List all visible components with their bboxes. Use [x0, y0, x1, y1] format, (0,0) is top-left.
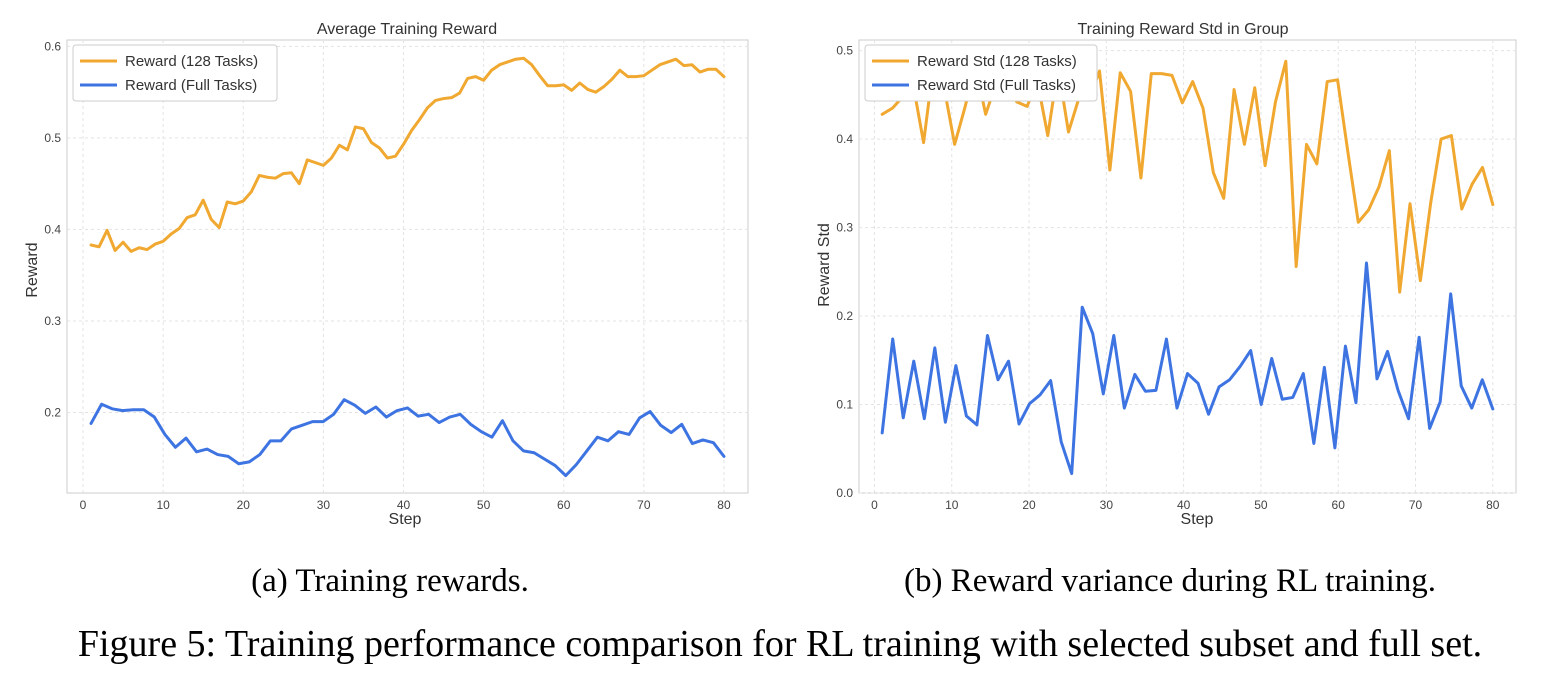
x-tick-label: 60 — [1332, 498, 1346, 512]
series-line-full-tasks — [880, 261, 1495, 476]
x-tick-label: 30 — [317, 498, 331, 512]
x-tick-label: 40 — [1177, 498, 1191, 512]
figure-caption: Figure 5: Training performance compariso… — [77, 623, 1483, 665]
y-axis-label: Reward Std — [816, 223, 833, 307]
chart-title: Training Reward Std in Group — [1077, 21, 1288, 38]
y-tick-label: 0.0 — [836, 486, 853, 500]
legend: Reward (128 Tasks) Reward (Full Tasks) — [72, 44, 278, 102]
x-tick-label: 70 — [637, 498, 651, 512]
y-tick-label: 0.1 — [836, 398, 853, 412]
x-axis-label: Step — [389, 511, 422, 528]
y-tick-label: 0.4 — [836, 132, 853, 146]
x-tick-label: 50 — [1254, 498, 1268, 512]
chart-title: Average Training Reward — [317, 21, 497, 38]
series-line-128-tasks — [89, 56, 726, 253]
legend-box — [72, 44, 278, 102]
legend-label: Reward (Full Tasks) — [125, 77, 257, 94]
plot-frame — [66, 39, 749, 494]
x-tick-label: 50 — [477, 498, 491, 512]
x-tick-label: 20 — [237, 498, 251, 512]
x-tick-label: 0 — [871, 498, 878, 512]
x-tick-label: 10 — [945, 498, 959, 512]
y-tick-label: 0.4 — [44, 222, 61, 236]
x-tick-label: 80 — [1486, 498, 1500, 512]
chart-panel-b: 0 10 20 30 40 50 60 70 80 0.0 0.1 0.2 0.3 0.4 0.5 Trai… — [816, 21, 1517, 528]
x-tick-label: 40 — [397, 498, 411, 512]
y-tick-label: 0.5 — [836, 44, 853, 58]
x-tick-label: 20 — [1022, 498, 1036, 512]
figure-svg: 0 10 20 30 40 50 60 70 80 0.2 0.3 0.4 0.5 0.6 Average… — [24, 21, 1517, 528]
x-tick-label: 10 — [156, 498, 170, 512]
subcaption-a: (a) Training rewards. — [251, 563, 529, 599]
series-line-full-tasks — [89, 398, 726, 478]
legend: Reward Std (128 Tasks) Reward Std (Full … — [864, 44, 1098, 102]
subcaption-b: (b) Reward variance during RL training. — [903, 563, 1437, 599]
y-tick-label: 0.6 — [44, 39, 61, 53]
x-tick-label: 60 — [557, 498, 571, 512]
y-tick-label: 0.5 — [44, 131, 61, 145]
legend-label: Reward Std (Full Tasks) — [917, 77, 1076, 94]
legend-box — [864, 44, 1098, 102]
y-tick-label: 0.3 — [44, 314, 61, 328]
y-tick-label: 0.2 — [44, 405, 61, 419]
series-line-128-tasks — [880, 59, 1495, 294]
series-lines — [880, 59, 1495, 476]
x-tick-label: 0 — [80, 498, 87, 512]
y-tick-label: 0.2 — [836, 309, 853, 323]
x-tick-label: 70 — [1409, 498, 1423, 512]
legend-label: Reward (128 Tasks) — [125, 53, 258, 70]
tick-labels: 0 10 20 30 40 50 60 70 80 0.2 0.3 0.4 0.5 0.6 — [44, 39, 731, 512]
y-axis-label: Reward — [24, 242, 41, 297]
legend-label: Reward Std (128 Tasks) — [917, 53, 1077, 70]
x-tick-label: 80 — [717, 498, 731, 512]
tick-labels: 0 10 20 30 40 50 60 70 80 0.0 0.1 0.2 0.3 0.4 0.5 — [836, 44, 1499, 512]
chart-panel-a: 0 10 20 30 40 50 60 70 80 0.2 0.3 0.4 0.5 0.6 Average… — [24, 21, 749, 528]
y-tick-label: 0.3 — [836, 221, 853, 235]
x-axis-label: Step — [1181, 511, 1214, 528]
x-tick-label: 30 — [1100, 498, 1114, 512]
series-lines — [89, 56, 726, 478]
